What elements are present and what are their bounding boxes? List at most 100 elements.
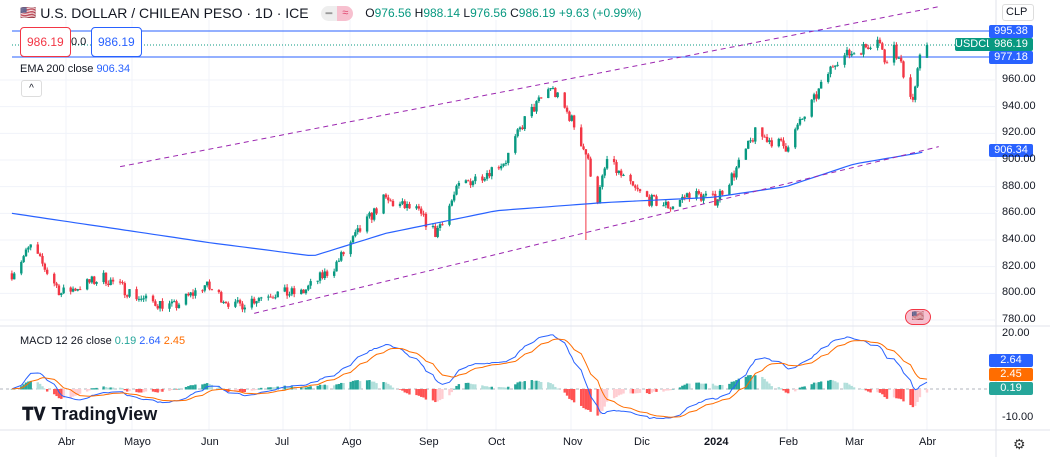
macd-histogram-bar <box>572 389 576 403</box>
macd-histogram-bar <box>41 386 44 390</box>
macd-histogram-bar <box>563 389 566 393</box>
buy-button[interactable]: 986.19 <box>91 27 142 57</box>
macd-histogram-bar <box>471 384 475 390</box>
macd-histogram-bar <box>398 389 402 390</box>
macd-histogram-bar <box>309 386 312 390</box>
macd-histogram-bar <box>74 389 77 396</box>
candle-body <box>405 203 409 208</box>
candle-body <box>817 88 820 99</box>
candle-body <box>252 298 256 304</box>
macd-histogram-bar <box>464 382 468 390</box>
macd-histogram-bar <box>387 383 390 390</box>
macd-histogram-bar <box>69 389 72 398</box>
macd-histogram-bar <box>467 382 470 390</box>
macd-histogram-bar <box>852 387 856 390</box>
sell-button[interactable]: 986.19 <box>20 27 71 57</box>
macd-histogram-bar <box>252 389 256 391</box>
macd-histogram-bar <box>452 388 456 390</box>
currency-select[interactable]: CLP ⌄ <box>1002 4 1034 32</box>
macd-histogram-bar <box>652 389 656 392</box>
tradingview-logo[interactable]: 𝐓𝐕 TradingView <box>22 404 158 424</box>
candle-body <box>398 203 402 207</box>
macd-histogram-bar <box>869 389 872 393</box>
macd-histogram-bar <box>45 389 49 392</box>
candle-body <box>481 176 484 181</box>
macd-histogram-bar <box>681 385 684 390</box>
price-tag-ema: 906.34 <box>989 144 1033 157</box>
macd-histogram-bar <box>125 389 129 392</box>
macd-histogram-bar <box>488 387 491 390</box>
macd-histogram-bar <box>819 381 823 390</box>
candle-body <box>551 87 555 89</box>
candle-body <box>241 303 244 310</box>
symbol-tag: USDCLP <box>955 38 1000 51</box>
macd-histogram-bar <box>787 389 790 394</box>
candle-body <box>238 300 242 304</box>
macd-histogram-bar <box>441 389 444 399</box>
candle-body <box>354 232 357 237</box>
x-tick: Mayo <box>124 436 151 448</box>
candle-body <box>441 224 444 226</box>
x-tick: Jul <box>275 436 290 448</box>
candle-body <box>483 178 486 181</box>
macd-histogram-bar <box>704 383 708 390</box>
candle-body <box>36 244 39 254</box>
macd-histogram-bar <box>490 386 493 390</box>
candle-body <box>617 170 621 173</box>
macd-tag: 2.64 <box>989 354 1033 367</box>
macd-histogram-bar <box>431 389 435 401</box>
candle-body <box>29 244 32 248</box>
candle-body <box>74 288 77 291</box>
candle-body <box>812 94 816 100</box>
candle-body <box>382 194 385 214</box>
price-tick: 860.00 <box>1002 206 1036 219</box>
minus-icon[interactable]: ━ <box>320 5 338 21</box>
price-tick: 960.00 <box>1002 73 1036 85</box>
macd-histogram-bar <box>605 389 609 402</box>
macd-histogram-bar <box>845 382 849 390</box>
candle-body <box>156 305 159 309</box>
candle-body <box>514 136 517 153</box>
candle-body <box>584 149 588 155</box>
settings-icon[interactable]: ⚙ <box>1013 436 1026 452</box>
macd-histogram-bar <box>634 389 637 394</box>
candle-body <box>205 281 209 286</box>
approx-icon[interactable]: ≈ <box>337 5 354 21</box>
events-flag-icon[interactable]: 🇺🇸 <box>905 309 931 325</box>
candle-body <box>370 212 374 220</box>
macd-histogram-bar <box>516 382 519 390</box>
candle-body <box>316 280 319 282</box>
candle-body <box>831 66 835 68</box>
candle-body <box>768 140 771 142</box>
candle-body <box>909 77 912 97</box>
macd-histogram-bar <box>596 389 599 416</box>
macd-histogram-bar <box>735 380 738 390</box>
candle-body <box>678 199 682 207</box>
candle-body <box>438 224 442 228</box>
candle-body <box>189 292 192 296</box>
macd-histogram-bar <box>878 389 882 393</box>
mode-toggle[interactable]: ━ ≈ <box>320 5 354 21</box>
macd-histogram-bar <box>187 386 190 390</box>
candle-body <box>834 65 837 67</box>
candle-body <box>222 302 225 304</box>
candle-body <box>892 44 896 63</box>
macd-histogram-bar <box>448 389 451 396</box>
candle-body <box>866 47 870 49</box>
macd-histogram-bar <box>918 389 922 398</box>
macd-histogram-bar <box>434 389 437 403</box>
price-tick: 800.00 <box>1002 286 1036 299</box>
macd-histogram-bar <box>118 387 122 390</box>
x-tick: Abr <box>58 436 76 448</box>
macd-histogram-bar <box>737 378 741 390</box>
candle-body <box>601 175 604 187</box>
macd-histogram-bar <box>243 389 246 393</box>
candle-body <box>579 127 583 147</box>
symbol-title[interactable]: U.S. DOLLAR / CHILEAN PESO · 1D · ICE <box>40 5 309 21</box>
macd-histogram-bar <box>158 389 162 392</box>
collapse-legend-button[interactable]: ^ <box>21 80 42 97</box>
macd-histogram-bar <box>636 389 639 394</box>
macd-histogram-bar <box>556 388 559 390</box>
macd-histogram-bar <box>669 389 672 391</box>
